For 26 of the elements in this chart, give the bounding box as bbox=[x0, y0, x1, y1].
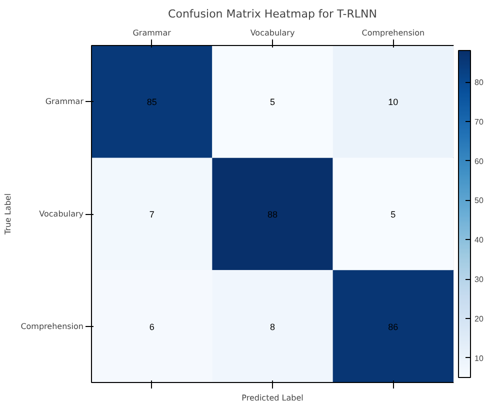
color-bar-label: 50 bbox=[474, 196, 484, 206]
color-bar-label: 30 bbox=[474, 275, 484, 284]
color-bar-label: 80 bbox=[474, 78, 484, 88]
color-bar-label: 70 bbox=[474, 117, 484, 126]
data-label: 88 bbox=[267, 210, 278, 220]
data-label: 7 bbox=[149, 210, 154, 220]
data-label: 6 bbox=[149, 322, 154, 332]
data-label: 5 bbox=[270, 97, 276, 108]
data-label: 10 bbox=[388, 97, 398, 108]
x-axis-title: Predicted Label bbox=[242, 394, 304, 402]
y-axis-title: True Label bbox=[4, 193, 13, 236]
y-tick-label: Grammar bbox=[45, 97, 84, 106]
y-tick-label: Comprehension bbox=[20, 322, 84, 331]
y-tick-label: Vocabulary bbox=[39, 210, 84, 218]
x-tick-label: Vocabulary bbox=[250, 28, 295, 38]
data-label: 86 bbox=[388, 322, 398, 332]
chart-title: Confusion Matrix Heatmap for T-RLNN bbox=[168, 8, 377, 20]
x-tick-label: Grammar bbox=[132, 28, 172, 38]
color-bar-label: 60 bbox=[474, 156, 484, 166]
data-label: 8 bbox=[270, 322, 276, 332]
data-label: 85 bbox=[146, 97, 157, 108]
x-tick-label: Comprehension bbox=[362, 28, 425, 38]
color-bar-label: 40 bbox=[474, 236, 484, 245]
color-bar-label: 10 bbox=[474, 354, 484, 363]
color-bar-label: 20 bbox=[474, 314, 484, 324]
data-label: 5 bbox=[390, 210, 396, 220]
